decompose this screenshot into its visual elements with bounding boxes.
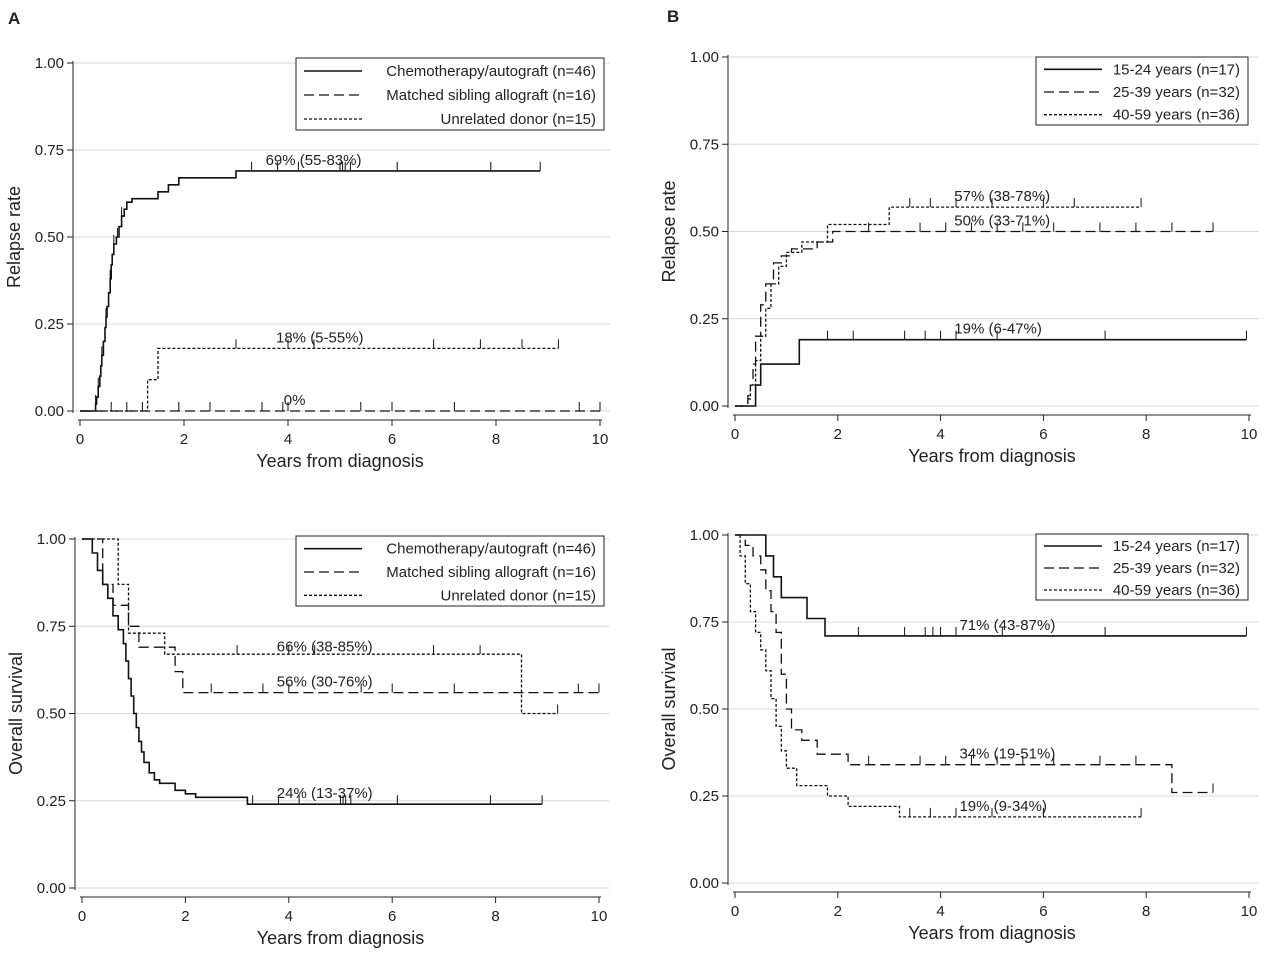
x-axis-title: Years from diagnosis: [256, 451, 423, 471]
y-tick-label: 1.00: [690, 49, 719, 66]
legend-label: Unrelated donor (n=15): [440, 587, 596, 604]
series-line-dotted: [735, 206, 1142, 407]
panel-a-letter: A: [8, 9, 20, 28]
annotation-label: 18% (5-55%): [276, 329, 364, 346]
y-axis-title: Overall survival: [6, 652, 26, 775]
series-line-solid: [80, 170, 541, 412]
chart-a-overall-survival: 0.00 0.25 0.50 0.75 1.00 0 2 4 6 8 10 Years from di…: [6, 531, 609, 948]
y-tick-label: 0.00: [37, 880, 66, 897]
x-axis-title: Years from diagnosis: [908, 923, 1075, 943]
annotation-label: 69% (55-83%): [266, 152, 362, 169]
series-line-dotted: [80, 347, 559, 412]
chart-a-relapse-rate: 0.00 0.25 0.50 0.75 1.00 0 2 4 6 8 10 Years from di…: [4, 55, 610, 471]
legend-label: 40-59 years (n=36): [1113, 107, 1240, 124]
y-tick-label: 0.75: [690, 136, 719, 153]
x-axis-title: Years from diagnosis: [908, 446, 1075, 466]
series-line-solid: [82, 538, 543, 805]
x-tick-label: 2: [834, 426, 842, 443]
y-tick-label: 1.00: [690, 527, 719, 544]
x-tick-label: 4: [936, 903, 944, 920]
chart-b-overall-survival: 0.00 0.25 0.50 0.75 1.00 0 2 4 6 8 10 Years from di…: [659, 527, 1259, 943]
legend-label: 25-39 years (n=32): [1113, 560, 1240, 577]
legend-box: [1035, 533, 1249, 601]
y-tick-label: 0.50: [37, 706, 66, 723]
y-tick-label: 0.00: [690, 398, 719, 415]
x-tick-label: 4: [936, 426, 944, 443]
y-tick-label: 0.00: [35, 403, 64, 420]
y-axis-title: Overall survival: [659, 647, 679, 770]
y-tick-label: 0.50: [690, 701, 719, 718]
annotation-label: 19% (9-34%): [959, 798, 1047, 815]
x-tick-label: 2: [181, 908, 189, 925]
series-line-solid: [735, 534, 1247, 637]
legend-label: Chemotherapy/autograft (n=46): [386, 63, 596, 80]
legend-label: Chemotherapy/autograft (n=46): [386, 541, 596, 558]
x-tick-label: 6: [1039, 426, 1047, 443]
x-tick-label: 0: [731, 903, 739, 920]
x-tick-label: 10: [591, 908, 608, 925]
x-axis-title: Years from diagnosis: [257, 928, 424, 948]
y-tick-label: 0.25: [37, 793, 66, 810]
annotation-label: 0%: [284, 392, 306, 409]
legend-box: [1035, 56, 1249, 126]
x-tick-label: 0: [76, 431, 84, 448]
y-axis-title: Relapse rate: [4, 186, 24, 288]
x-tick-label: 8: [1142, 903, 1150, 920]
annotation-label: 24% (13-37%): [277, 785, 373, 802]
annotation-label: 19% (6-47%): [954, 321, 1042, 338]
x-tick-label: 6: [388, 908, 396, 925]
series-line-dashed: [735, 534, 1213, 794]
legend-label: 25-39 years (n=32): [1113, 84, 1240, 101]
y-tick-label: 0.75: [37, 618, 66, 635]
x-tick-label: 6: [388, 431, 396, 448]
annotation-label: 50% (33-71%): [954, 213, 1050, 230]
legend-label: Matched sibling allograft (n=16): [386, 87, 596, 104]
x-tick-label: 0: [731, 426, 739, 443]
y-tick-label: 0.25: [690, 311, 719, 328]
legend-label: Matched sibling allograft (n=16): [386, 564, 596, 581]
annotation-label: 71% (43-87%): [959, 617, 1055, 634]
x-tick-label: 4: [285, 908, 293, 925]
y-tick-label: 0.50: [35, 229, 64, 246]
legend-label: Unrelated donor (n=15): [440, 111, 596, 128]
y-tick-label: 0.25: [35, 316, 64, 333]
x-tick-label: 8: [492, 431, 500, 448]
series-line-solid: [735, 338, 1247, 407]
x-tick-label: 10: [592, 431, 609, 448]
series-line-dotted: [82, 538, 558, 715]
series-line-dashed: [735, 230, 1213, 407]
x-tick-label: 2: [834, 903, 842, 920]
series-line-dotted: [735, 534, 1142, 818]
x-tick-label: 10: [1241, 426, 1258, 443]
y-tick-label: 0.25: [690, 788, 719, 805]
legend-label: 15-24 years (n=17): [1113, 538, 1240, 555]
y-axis-title: Relapse rate: [659, 180, 679, 282]
x-tick-label: 10: [1241, 903, 1258, 920]
y-tick-label: 1.00: [35, 55, 64, 72]
y-tick-label: 0.00: [690, 875, 719, 892]
x-tick-label: 8: [1142, 426, 1150, 443]
x-tick-label: 0: [78, 908, 86, 925]
legend-label: 40-59 years (n=36): [1113, 582, 1240, 599]
x-tick-label: 8: [491, 908, 499, 925]
chart-b-relapse-rate: 0.00 0.25 0.50 0.75 1.00 0 2 4 6 8 10 Years from di…: [659, 49, 1259, 466]
x-tick-label: 4: [284, 431, 292, 448]
y-tick-label: 1.00: [37, 531, 66, 548]
legend-box: [295, 57, 605, 131]
legend-box: [295, 535, 605, 607]
y-tick-label: 0.75: [690, 614, 719, 631]
panel-b-letter: B: [667, 7, 679, 26]
x-tick-label: 2: [180, 431, 188, 448]
legend-label: 15-24 years (n=17): [1113, 61, 1240, 78]
annotation-label: 34% (19-51%): [959, 746, 1055, 763]
annotation-label: 56% (30-76%): [277, 674, 373, 691]
annotation-label: 66% (38-85%): [277, 639, 373, 656]
annotation-label: 57% (38-78%): [954, 188, 1050, 205]
x-tick-label: 6: [1039, 903, 1047, 920]
y-tick-label: 0.75: [35, 142, 64, 159]
y-tick-label: 0.50: [690, 224, 719, 241]
series-line-dashed: [82, 538, 599, 694]
